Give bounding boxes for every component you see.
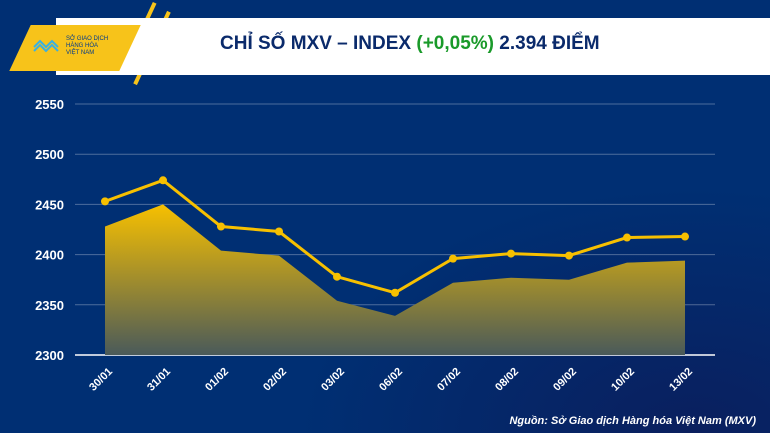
- y-tick-label: 2450: [35, 197, 64, 212]
- data-point: [159, 176, 167, 185]
- x-tick-label: 13/02: [667, 366, 695, 394]
- x-tick-label: 30/01: [87, 366, 115, 394]
- data-point: [565, 251, 573, 260]
- logo-icon: [33, 39, 59, 52]
- data-point: [507, 249, 515, 258]
- y-tick-label: 2300: [35, 348, 64, 363]
- data-point: [101, 197, 109, 206]
- data-point: [623, 233, 631, 242]
- y-tick-label: 2400: [35, 248, 64, 263]
- data-point: [681, 232, 689, 241]
- x-tick-label: 10/02: [609, 366, 637, 394]
- x-tick-label: 09/02: [551, 366, 579, 394]
- logo-text: SỞ GIAO DỊCH HÀNG HÓA VIỆT NAM: [66, 36, 109, 56]
- x-tick-label: 08/02: [493, 366, 521, 394]
- x-tick-label: 02/02: [261, 366, 289, 394]
- y-tick-label: 2350: [35, 298, 64, 313]
- logo: SỞ GIAO DỊCH HÀNG HÓA VIỆT NAM: [32, 36, 116, 57]
- y-tick-label: 2500: [35, 147, 64, 162]
- data-point: [217, 222, 225, 231]
- x-tick-label: 31/01: [145, 366, 173, 394]
- source-note: Nguồn: Sở Giao dịch Hàng hóa Việt Nam (M…: [509, 415, 756, 427]
- data-point: [391, 288, 399, 297]
- page-title: CHỈ SỐ MXV – INDEX (+0,05%) 2.394 ĐIỂM: [220, 33, 600, 54]
- area-series: [105, 204, 685, 355]
- x-tick-label: 01/02: [203, 366, 231, 394]
- title-banner: [56, 18, 770, 75]
- x-tick-label: 07/02: [435, 366, 463, 394]
- x-tick-label: 06/02: [377, 366, 405, 394]
- change-percent: (+0,05%): [416, 33, 494, 54]
- y-tick-label: 2550: [35, 97, 64, 112]
- data-point: [449, 254, 457, 263]
- data-point: [275, 227, 283, 236]
- x-tick-label: 03/02: [319, 366, 347, 394]
- data-point: [333, 272, 341, 281]
